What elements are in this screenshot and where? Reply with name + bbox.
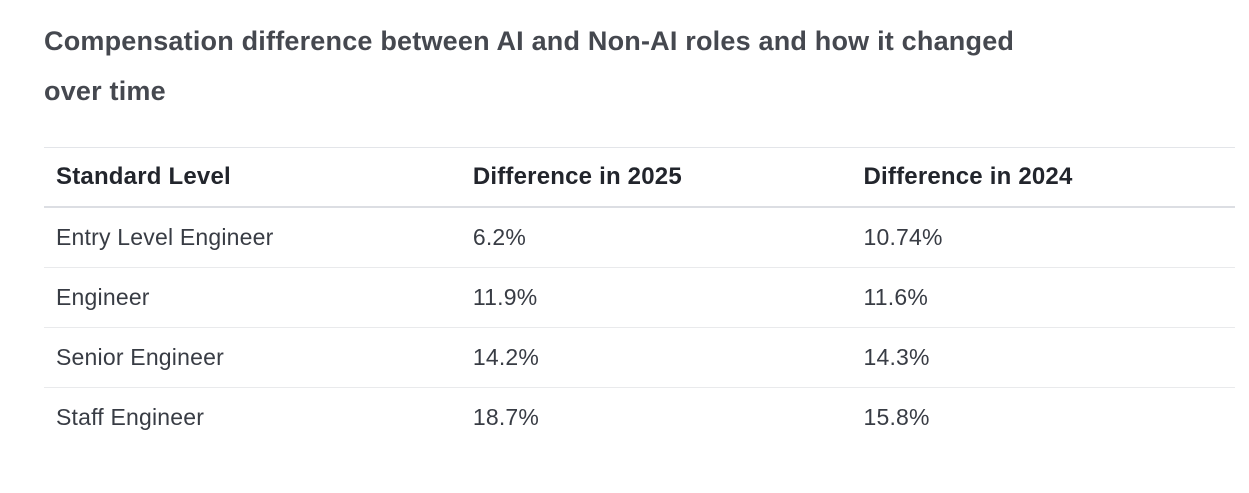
table-row: Staff Engineer 18.7% 15.8% — [44, 388, 1235, 448]
cell-difference-2024: 10.74% — [851, 207, 1235, 268]
table-row: Engineer 11.9% 11.6% — [44, 267, 1235, 328]
cell-standard-level: Engineer — [44, 267, 461, 328]
cell-difference-2025: 18.7% — [472, 404, 540, 430]
column-header-standard-level: Standard Level — [44, 147, 461, 208]
cell-difference-2024: 11.6% — [851, 267, 1235, 328]
page-title-line-1: Compensation difference between AI and N… — [44, 26, 1015, 56]
cell-difference-2025: 14.2% — [460, 327, 852, 388]
table-row: Entry Level Engineer 6.2% 10.74% — [44, 207, 1235, 268]
cell-standard-level: Entry Level Engineer — [44, 207, 461, 268]
page-title-line-2: over time — [44, 76, 166, 106]
cell-difference-2025: 6.2% — [460, 207, 852, 268]
table-header-row: Standard Level Difference in 2025 Differ… — [44, 147, 1235, 208]
column-header-difference-2024: Difference in 2024 — [851, 147, 1235, 208]
cell-difference-2024: 14.3% — [851, 327, 1235, 388]
cell-difference-2024: 15.8% — [863, 404, 930, 430]
cell-standard-level: Staff Engineer — [56, 404, 205, 430]
page-title: Compensation difference between AI and N… — [44, 0, 1214, 116]
cell-standard-level: Senior Engineer — [44, 327, 461, 388]
column-header-difference-2025: Difference in 2025 — [460, 147, 852, 208]
compensation-difference-table: Standard Level Difference in 2025 Differ… — [44, 147, 1235, 447]
table-row: Senior Engineer 14.2% 14.3% — [44, 327, 1235, 388]
cell-difference-2025: 11.9% — [460, 267, 852, 328]
